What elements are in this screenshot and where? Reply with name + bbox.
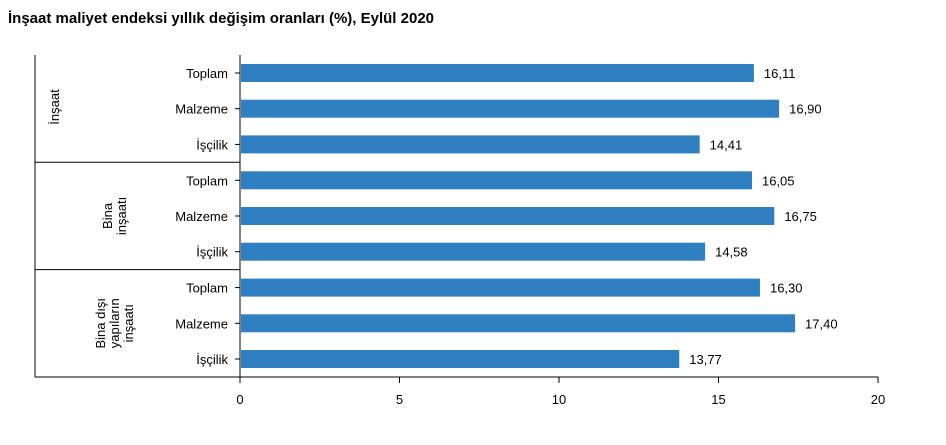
category-label: Toplam <box>186 66 228 81</box>
bar <box>241 314 796 333</box>
x-tick-label: 5 <box>396 392 403 407</box>
category-label: Malzeme <box>175 316 228 331</box>
bar <box>241 350 680 368</box>
bar <box>241 135 700 154</box>
category-label: İşçilik <box>196 137 228 152</box>
category-label: Malzeme <box>175 102 228 117</box>
bar <box>241 64 754 82</box>
category-label: Toplam <box>186 173 228 188</box>
data-label: 16,11 <box>764 66 796 81</box>
data-label: 16,75 <box>784 209 817 224</box>
group-label: Binainşaatı <box>100 197 129 235</box>
x-tick-label: 15 <box>711 392 725 407</box>
category-label: İşçilik <box>196 245 228 260</box>
group-label: Bina dışıyapılarıninşaatı <box>93 298 136 349</box>
bar <box>241 171 752 190</box>
bar <box>241 242 706 261</box>
group-label-line: inşaatı <box>121 304 136 342</box>
data-label: 16,30 <box>770 281 803 296</box>
category-label: Toplam <box>186 281 228 296</box>
chart-title: İnşaat maliyet endeksi yıllık değişim or… <box>8 10 435 27</box>
group-label-line: inşaatı <box>114 197 129 235</box>
data-label: 17,40 <box>805 316 838 331</box>
bar <box>241 278 760 297</box>
data-label: 16,05 <box>762 173 795 188</box>
data-label: 13,77 <box>689 352 722 367</box>
group-label: İnşaat <box>47 89 62 125</box>
group-label-line: yapıların <box>107 298 122 348</box>
category-label: Malzeme <box>175 209 228 224</box>
group-label-line: Bina <box>100 202 115 229</box>
bar <box>241 207 775 225</box>
x-tick-label: 10 <box>552 392 566 407</box>
category-label: İşçilik <box>196 352 228 367</box>
data-label: 14,58 <box>715 245 748 260</box>
data-label: 14,41 <box>710 137 743 152</box>
bar <box>241 99 780 118</box>
x-tick-label: 20 <box>871 392 885 407</box>
x-tick-label: 0 <box>236 392 243 407</box>
data-label: 16,90 <box>789 102 822 117</box>
group-label-line: Bina dışı <box>93 298 108 349</box>
group-label-line: İnşaat <box>47 89 62 125</box>
